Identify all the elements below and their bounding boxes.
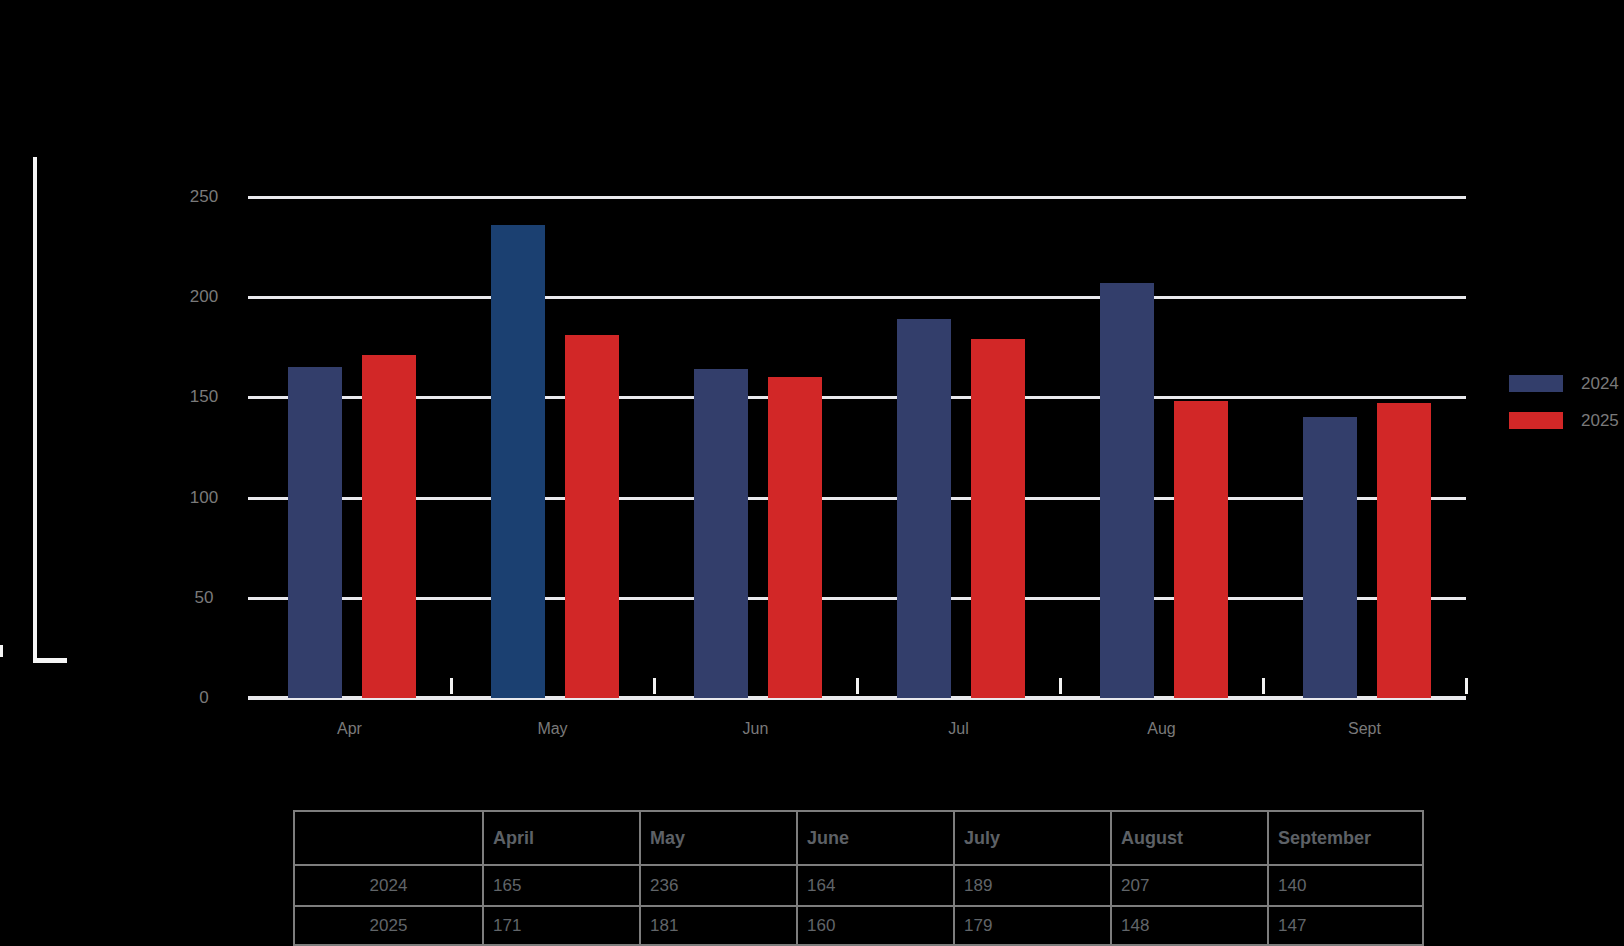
- cell-2025-april: 171: [483, 906, 640, 945]
- cell-2025-july: 179: [954, 906, 1111, 945]
- cell-2024-september: 140: [1268, 865, 1423, 906]
- row-label-2025: 2025: [294, 906, 483, 945]
- table-header-empty: [294, 811, 483, 865]
- bar-2025-jul: [971, 339, 1025, 698]
- y-axis-label-250: 250: [154, 186, 254, 208]
- cell-2025-may: 181: [640, 906, 797, 945]
- gridline-0: [248, 696, 1466, 700]
- gridline-200: [248, 296, 1466, 299]
- table-row-2024: 2024 165 236 164 189 207 140: [294, 865, 1423, 906]
- y-axis-label-0: 0: [154, 687, 254, 709]
- row-label-2024: 2024: [294, 865, 483, 906]
- legend-swatch-2024: [1509, 375, 1563, 392]
- bar-2024-apr: [288, 367, 342, 698]
- x-axis-label-apr: Apr: [290, 720, 410, 738]
- table-header-september: September: [1268, 811, 1423, 865]
- table-header-row: April May June July August September: [294, 811, 1423, 865]
- cell-2025-september: 147: [1268, 906, 1423, 945]
- x-axis-label-jul: Jul: [899, 720, 1019, 738]
- gridline-150: [248, 396, 1466, 399]
- legend-swatch-2025: [1509, 412, 1563, 429]
- bar-2025-may: [565, 335, 619, 698]
- legend-label-2024: 2024: [1581, 374, 1619, 394]
- bar-2024-jun: [694, 369, 748, 698]
- x-axis-label-jun: Jun: [696, 720, 816, 738]
- x-axis-tick-4: [1059, 678, 1062, 694]
- chart-page: 0 50 100 150 200 250 Apr May Jun Jul Aug Sept 2024 …: [0, 0, 1624, 946]
- y-axis-label-100: 100: [154, 487, 254, 509]
- cell-2024-july: 189: [954, 865, 1111, 906]
- table-header-april: April: [483, 811, 640, 865]
- y-axis-label-150: 150: [154, 386, 254, 408]
- bar-2025-aug: [1174, 401, 1228, 698]
- x-axis-tick-6: [1465, 678, 1468, 694]
- cell-2024-april: 165: [483, 865, 640, 906]
- x-axis-tick-2: [653, 678, 656, 694]
- gridline-100: [248, 497, 1466, 500]
- bar-2024-jul: [897, 319, 951, 698]
- table-row-2025: 2025 171 181 160 179 148 147: [294, 906, 1423, 945]
- table-header-june: June: [797, 811, 954, 865]
- y-axis-label-200: 200: [154, 286, 254, 308]
- table-header-july: July: [954, 811, 1111, 865]
- x-axis-label-sept: Sept: [1305, 720, 1425, 738]
- cell-2025-august: 148: [1111, 906, 1268, 945]
- bar-2025-sept: [1377, 403, 1431, 698]
- bar-2024-may: [491, 225, 545, 698]
- x-axis-tick-5: [1262, 678, 1265, 694]
- cell-2024-may: 236: [640, 865, 797, 906]
- table-header-may: May: [640, 811, 797, 865]
- bar-2024-sept: [1303, 417, 1357, 698]
- x-axis-tick-1: [450, 678, 453, 694]
- x-axis-label-may: May: [493, 720, 613, 738]
- cell-2025-june: 160: [797, 906, 954, 945]
- legend-label-2025: 2025: [1581, 411, 1619, 431]
- y-axis-label-50: 50: [154, 587, 254, 609]
- data-table: April May June July August September 202…: [293, 810, 1424, 946]
- bar-chart: 0 50 100 150 200 250 Apr May Jun Jul Aug Sept: [0, 0, 1624, 946]
- table-header-august: August: [1111, 811, 1268, 865]
- bar-2024-aug: [1100, 283, 1154, 698]
- cell-2024-june: 164: [797, 865, 954, 906]
- cell-2024-august: 207: [1111, 865, 1268, 906]
- x-axis-tick-3: [856, 678, 859, 694]
- x-axis-label-aug: Aug: [1102, 720, 1222, 738]
- bar-2025-apr: [362, 355, 416, 698]
- gridline-50: [248, 597, 1466, 600]
- bar-2025-jun: [768, 377, 822, 698]
- gridline-250: [248, 196, 1466, 199]
